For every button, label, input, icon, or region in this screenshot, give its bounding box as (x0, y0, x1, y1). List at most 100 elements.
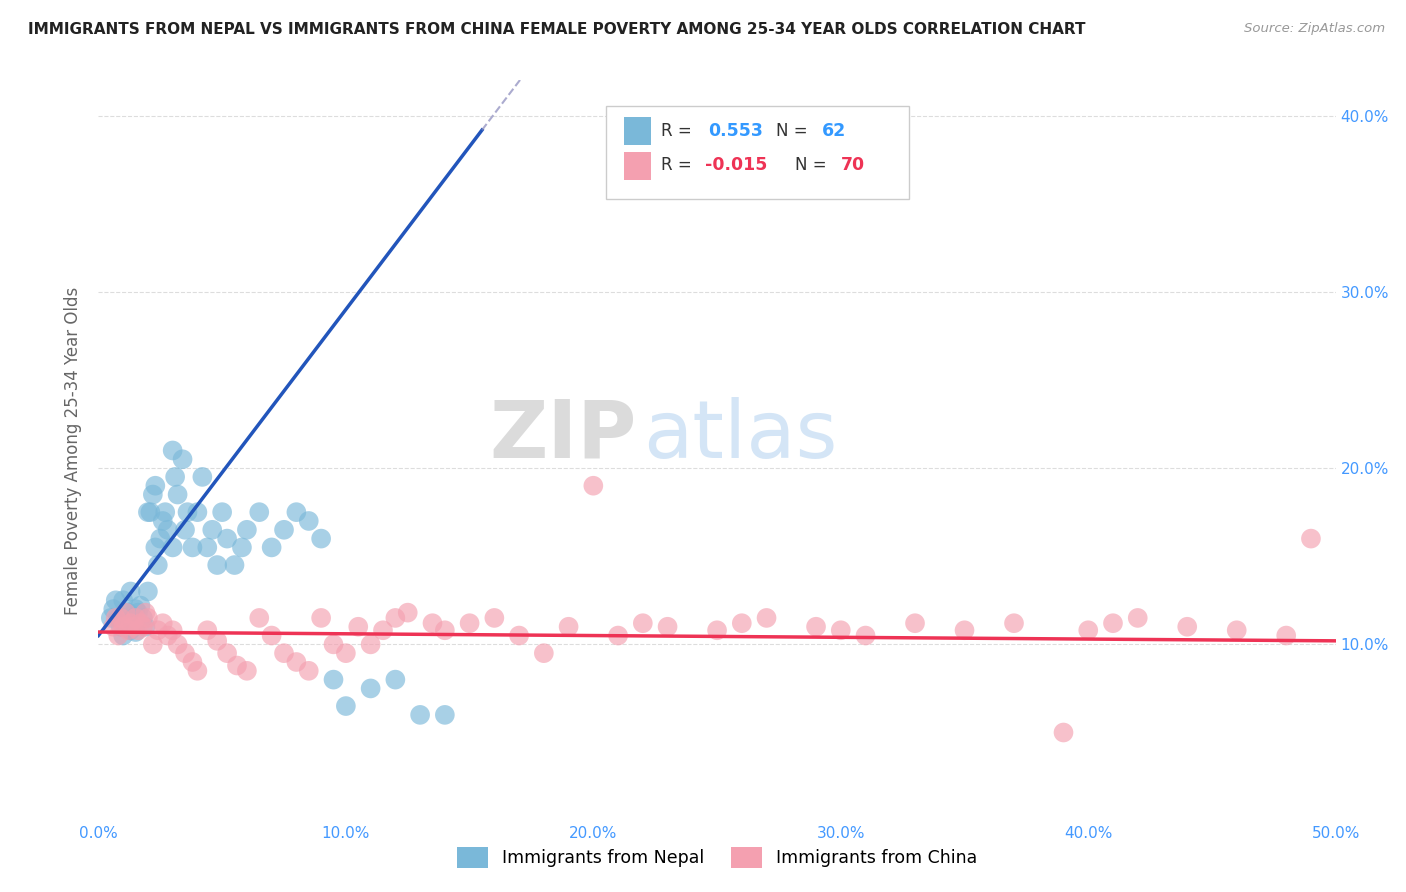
Point (285, 655, 308, 669)
Point (582, 479, 605, 493)
Point (134, 620, 156, 634)
Point (273, 523, 295, 537)
Point (132, 611, 155, 625)
Point (335, 699, 357, 714)
Point (136, 611, 159, 625)
Text: atlas: atlas (643, 397, 837, 475)
Point (433, 707, 456, 722)
Point (129, 599, 152, 613)
Point (231, 541, 253, 555)
Text: N =: N = (794, 156, 827, 175)
Point (1102, 616, 1125, 631)
Point (217, 646, 239, 660)
Point (174, 523, 197, 537)
Point (110, 611, 132, 625)
Point (657, 620, 679, 634)
Point (114, 606, 136, 620)
Point (755, 611, 778, 625)
Point (1275, 628, 1298, 642)
Text: 0.553: 0.553 (709, 121, 763, 140)
Point (1077, 624, 1099, 638)
Point (181, 655, 204, 669)
Point (533, 646, 555, 660)
Point (120, 616, 142, 631)
Point (172, 452, 194, 467)
Text: 70: 70 (841, 156, 865, 175)
Text: IMMIGRANTS FROM NEPAL VS IMMIGRANTS FROM CHINA FEMALE POVERTY AMONG 25-34 YEAR O: IMMIGRANTS FROM NEPAL VS IMMIGRANTS FROM… (28, 22, 1085, 37)
Point (114, 620, 136, 634)
Text: N =: N = (776, 121, 808, 140)
Point (830, 624, 852, 638)
Point (309, 532, 332, 546)
Point (112, 628, 135, 642)
Point (162, 443, 184, 458)
Point (422, 616, 444, 631)
Point (205, 558, 228, 572)
Point (195, 541, 218, 555)
Point (166, 637, 188, 651)
Point (155, 505, 177, 519)
Text: ZIP: ZIP (489, 397, 637, 475)
Y-axis label: Female Poverty Among 25-34 Year Olds: Female Poverty Among 25-34 Year Olds (65, 286, 83, 615)
Point (557, 620, 579, 634)
Point (104, 593, 127, 607)
Point (127, 606, 149, 620)
Point (152, 514, 174, 528)
Point (112, 593, 135, 607)
Point (129, 616, 152, 631)
Point (360, 681, 382, 696)
Point (149, 532, 172, 546)
Point (201, 523, 224, 537)
Point (146, 624, 169, 638)
Point (112, 620, 135, 634)
Point (181, 541, 204, 555)
Point (433, 624, 456, 638)
Point (139, 505, 162, 519)
Point (152, 616, 174, 631)
Point (904, 616, 927, 631)
Point (322, 637, 344, 651)
Point (100, 611, 122, 625)
Point (117, 624, 139, 638)
Point (174, 646, 197, 660)
Point (195, 624, 218, 638)
Point (142, 487, 165, 501)
Point (1052, 725, 1074, 739)
Point (508, 628, 530, 642)
Point (273, 646, 295, 660)
Point (247, 505, 270, 519)
Point (122, 620, 145, 634)
Point (136, 505, 159, 519)
Point (107, 628, 129, 642)
Point (409, 707, 432, 722)
Text: R =: R = (661, 156, 692, 175)
FancyBboxPatch shape (606, 106, 908, 199)
Point (607, 628, 630, 642)
Point (298, 664, 321, 678)
Point (107, 611, 129, 625)
Point (226, 658, 249, 673)
Point (236, 523, 259, 537)
Point (360, 637, 382, 651)
Point (143, 541, 166, 555)
Point (335, 646, 357, 660)
Point (953, 624, 976, 638)
Point (322, 673, 344, 687)
Point (347, 620, 370, 634)
Point (706, 624, 728, 638)
Point (631, 616, 654, 631)
Point (1126, 611, 1149, 625)
Text: -0.015: -0.015 (704, 156, 768, 175)
Point (162, 624, 184, 638)
Point (186, 505, 208, 519)
Text: R =: R = (661, 121, 692, 140)
Point (136, 584, 159, 599)
Point (371, 624, 394, 638)
Point (384, 611, 406, 625)
Point (384, 673, 406, 687)
Point (124, 615, 146, 629)
Point (127, 624, 149, 638)
Point (260, 628, 283, 642)
Point (298, 514, 321, 528)
Point (260, 541, 283, 555)
